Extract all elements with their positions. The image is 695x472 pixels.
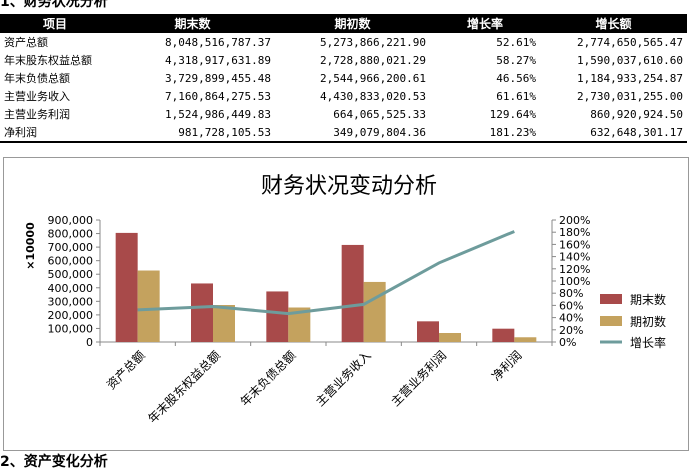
y2-tick-label: 40% [559,312,583,325]
cell-item: 净利润 [4,126,37,139]
plot-area: 0100,000200,000300,000400,000500,000600,… [48,214,591,426]
bar-期初数 [288,307,311,342]
cell-growth-rate: 46.56% [496,71,536,85]
legend-label: 增长率 [630,335,666,350]
y2-tick-label: 20% [559,324,583,337]
legend-swatch-期末数 [600,294,622,304]
cell-end-value: 981,728,105.53 [178,125,271,139]
bar-期末数 [341,244,364,342]
bar-期初数 [514,337,537,342]
cell-growth-rate: 58.27% [496,53,536,67]
x-tick-label: 资产总额 [104,348,148,392]
cell-growth-rate: 61.61% [496,89,536,103]
bar-期末数 [492,328,515,342]
cell-item: 主营业务收入 [4,90,70,103]
bar-期初数 [363,281,386,342]
x-tick-label: 主营业务收入 [312,348,374,410]
section-title-financial: 1、财务状况分析 [0,0,108,10]
x-tick-label: 主营业务利润 [388,348,450,410]
bar-期末数 [266,291,289,342]
cell-item: 主营业务利润 [4,108,70,121]
y-tick-label: 700,000 [48,241,94,254]
header-growth-amount: 增长额 [540,14,687,33]
y-tick-label: 0 [86,336,93,349]
cell-begin-value: 349,079,804.36 [333,125,426,139]
cell-growth-amount: 2,774,650,565.47 [577,35,683,49]
cell-item: 资产总额 [4,36,48,49]
y2-tick-label: 180% [559,226,590,239]
table-row: 净利润 981,728,105.53 349,079,804.36 181.23… [0,123,687,142]
table-row: 年末股东权益总额 4,318,917,631.89 2,728,880,021.… [0,51,687,69]
x-tick-label: 年末负债总额 [238,348,299,409]
y2-tick-label: 80% [559,287,583,300]
combo-chart: 财务状况变动分析 ×10000 0100,000200,000300,00040… [24,174,666,426]
cell-end-value: 3,729,899,455.48 [165,71,271,85]
header-begin-value: 期初数 [275,14,430,33]
bar-期初数 [213,305,235,342]
header-end-value: 期末数 [110,14,275,33]
cell-growth-amount: 2,730,031,255.00 [577,89,683,103]
bar-期初数 [137,270,160,342]
y-tick-label: 100,000 [48,322,94,335]
y2-tick-label: 100% [559,275,590,288]
y-tick-label: 200,000 [48,309,94,322]
cell-begin-value: 5,273,866,221.90 [320,35,426,49]
cell-growth-amount: 632,648,301.17 [590,125,683,139]
table-row: 年末负债总额 3,729,899,455.48 2,544,966,200.61… [0,69,687,87]
line-增长率 [137,230,515,316]
bar-期末数 [417,321,439,342]
legend-swatch-期初数 [600,316,622,326]
bar-期末数 [191,283,213,342]
cell-growth-amount: 860,920,924.50 [590,107,683,121]
header-growth-rate: 增长率 [430,14,540,33]
legend-label: 期末数 [630,292,666,307]
cell-growth-rate: 129.64% [489,107,536,121]
cell-end-value: 8,048,516,787.37 [165,35,271,49]
cell-begin-value: 2,544,966,200.61 [320,71,426,85]
y2-tick-label: 60% [559,299,583,312]
y2-tick-label: 160% [559,238,590,251]
y2-tick-label: 0% [559,336,576,349]
chart-area: 财务状况变动分析 ×10000 0 100,000 200,000 300,000 40… [3,157,689,451]
cell-item: 年末负债总额 [4,72,70,85]
x-tick-label: 净利润 [489,348,524,383]
x-tick-label: 年末股东权益总额 [145,348,223,426]
financial-table: 项目 期末数 期初数 增长率 增长额 资产总额 8,048,516,787.37… [0,14,687,143]
y-tick-label: 600,000 [48,255,94,268]
table-row: 主营业务利润 1,524,986,449.83 664,065,525.33 1… [0,105,687,123]
cell-item: 年末股东权益总额 [4,54,92,67]
y-tick-label: 800,000 [48,228,94,241]
header-item: 项目 [0,14,110,33]
table-row: 资产总额 8,048,516,787.37 5,273,866,221.90 5… [0,33,687,51]
cell-growth-amount: 1,590,037,610.60 [577,53,683,67]
table-header-row: 项目 期末数 期初数 增长率 增长额 [0,14,687,33]
bar-期初数 [439,332,461,342]
legend-label: 期初数 [630,314,666,329]
y-tick-label: 900,000 [48,214,94,227]
section-title-asset-change: 2、资产变化分析 [0,454,108,470]
y2-tick-label: 200% [559,214,590,227]
cell-growth-amount: 1,184,933,254.87 [577,71,683,85]
y-axis-label: ×10000 [24,222,37,270]
cell-end-value: 4,318,917,631.89 [165,53,271,67]
bar-期末数 [115,232,138,342]
y-tick-label: 300,000 [48,295,94,308]
cell-growth-rate: 52.61% [496,35,536,49]
cell-begin-value: 664,065,525.33 [333,107,426,121]
cell-begin-value: 2,728,880,021.29 [320,53,426,67]
y2-tick-label: 120% [559,263,590,276]
y-tick-label: 400,000 [48,282,94,295]
chart-title: 财务状况变动分析 [261,174,437,199]
y2-tick-label: 140% [559,251,590,264]
cell-growth-rate: 181.23% [489,125,536,139]
table-row: 主营业务收入 7,160,864,275.53 4,430,833,020.53… [0,87,687,105]
cell-end-value: 7,160,864,275.53 [165,89,271,103]
cell-begin-value: 4,430,833,020.53 [320,89,426,103]
cell-end-value: 1,524,986,449.83 [165,107,271,121]
y-tick-label: 500,000 [48,268,94,281]
